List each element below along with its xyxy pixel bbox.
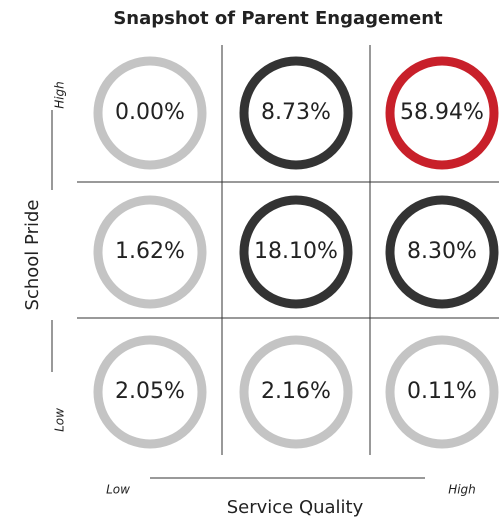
cell-ring: [239, 56, 353, 170]
y-axis-label: School Pride: [22, 200, 43, 311]
y-high-label: High: [53, 81, 67, 109]
cell-value: 2.16%: [261, 379, 331, 404]
cell-ring: [385, 56, 499, 170]
x-axis-label: Service Quality: [227, 497, 364, 518]
cell-value: 18.10%: [254, 239, 338, 264]
cell-ring: [93, 56, 207, 170]
cell-ring: [385, 195, 499, 309]
cell-value: 0.11%: [407, 379, 477, 404]
cell-ring: [239, 335, 353, 449]
cell-value: 0.00%: [115, 100, 185, 125]
cell-value: 2.05%: [115, 379, 185, 404]
cell-value: 58.94%: [400, 100, 484, 125]
cell-ring: [239, 195, 353, 309]
chart-title: Snapshot of Parent Engagement: [113, 8, 443, 29]
x-low-label: Low: [106, 483, 130, 497]
cell-value: 1.62%: [115, 239, 185, 264]
cell-ring: [93, 335, 207, 449]
y-low-label: Low: [53, 408, 67, 432]
cell-value: 8.30%: [407, 239, 477, 264]
x-high-label: High: [448, 483, 476, 497]
cell-value: 8.73%: [261, 100, 331, 125]
cell-ring: [385, 335, 499, 449]
cell-ring: [93, 195, 207, 309]
